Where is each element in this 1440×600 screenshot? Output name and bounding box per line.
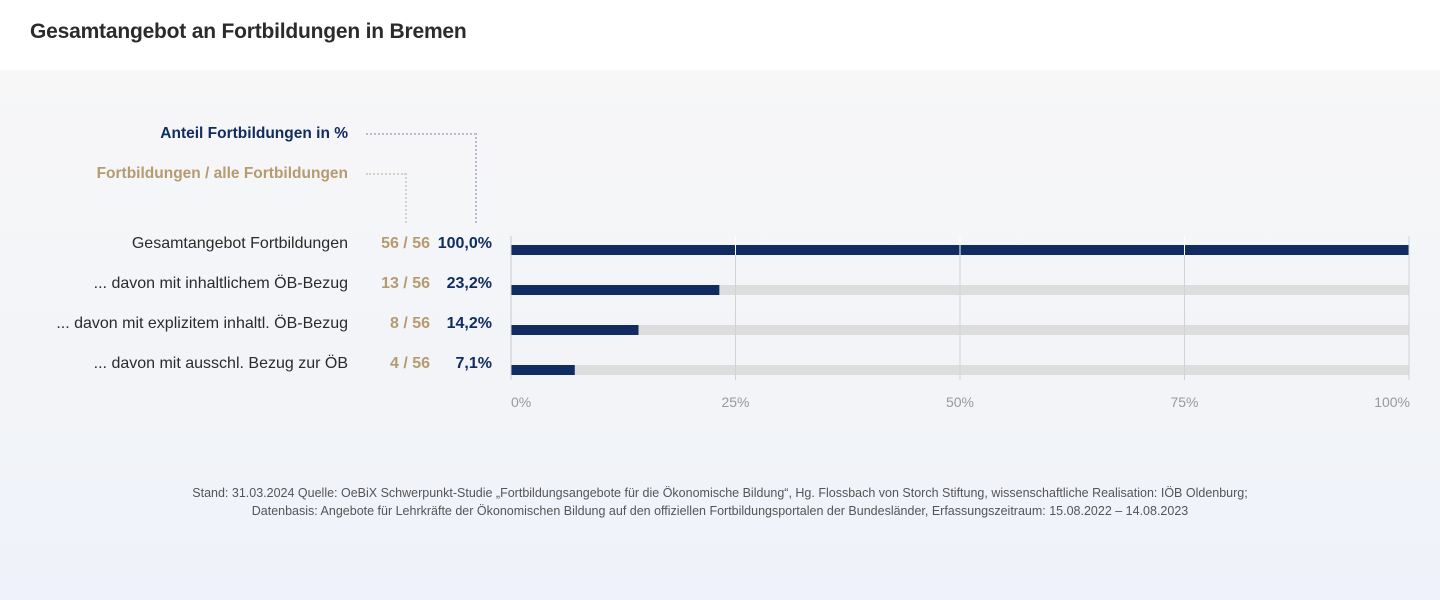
- legend-share-label: Anteil Fortbildungen in %: [160, 125, 348, 142]
- legend-share-connector: [366, 133, 476, 135]
- count-label: 13 / 56: [381, 275, 430, 292]
- category-label: ... davon mit ausschl. Bezug zur ÖB: [93, 355, 348, 372]
- source-line-1: Stand: 31.03.2024 Quelle: OeBiX Schwerpu…: [192, 486, 1248, 500]
- percent-label: 100,0%: [437, 235, 492, 252]
- category-label: ... davon mit explizitem inhaltl. ÖB-Bez…: [56, 315, 348, 332]
- count-label: 8 / 56: [389, 315, 430, 332]
- x-tick-label: 0%: [511, 394, 531, 410]
- source-note: Stand: 31.03.2024 Quelle: OeBiX Schwerpu…: [0, 484, 1440, 520]
- source-line-2: Datenbasis: Angebote für Lehrkräfte der …: [251, 504, 1189, 518]
- count-label: 4 / 56: [389, 355, 430, 372]
- legend-count-connector: [366, 173, 406, 175]
- legend-share-connector-vertical: [475, 133, 477, 223]
- legend-count-connector-vertical: [405, 173, 407, 223]
- bar: [511, 325, 639, 335]
- category-label: ... davon mit inhaltlichem ÖB-Bezug: [93, 275, 348, 292]
- percent-label: 7,1%: [455, 355, 492, 372]
- bar: [511, 285, 720, 295]
- x-tick-label: 50%: [946, 394, 974, 410]
- x-tick-label: 25%: [721, 394, 749, 410]
- category-label: Gesamtangebot Fortbildungen: [131, 235, 348, 252]
- header: Gesamtangebot an Fortbildungen in Bremen: [0, 0, 1440, 70]
- chart-title: Gesamtangebot an Fortbildungen in Bremen: [30, 20, 467, 43]
- bar: [511, 365, 575, 375]
- x-tick-label: 100%: [1374, 394, 1410, 410]
- x-tick-label: 75%: [1170, 394, 1198, 410]
- legend-count-label: Fortbildungen / alle Fortbildungen: [96, 165, 348, 182]
- percent-label: 14,2%: [446, 315, 492, 332]
- percent-label: 23,2%: [446, 275, 492, 292]
- count-label: 56 / 56: [381, 235, 430, 252]
